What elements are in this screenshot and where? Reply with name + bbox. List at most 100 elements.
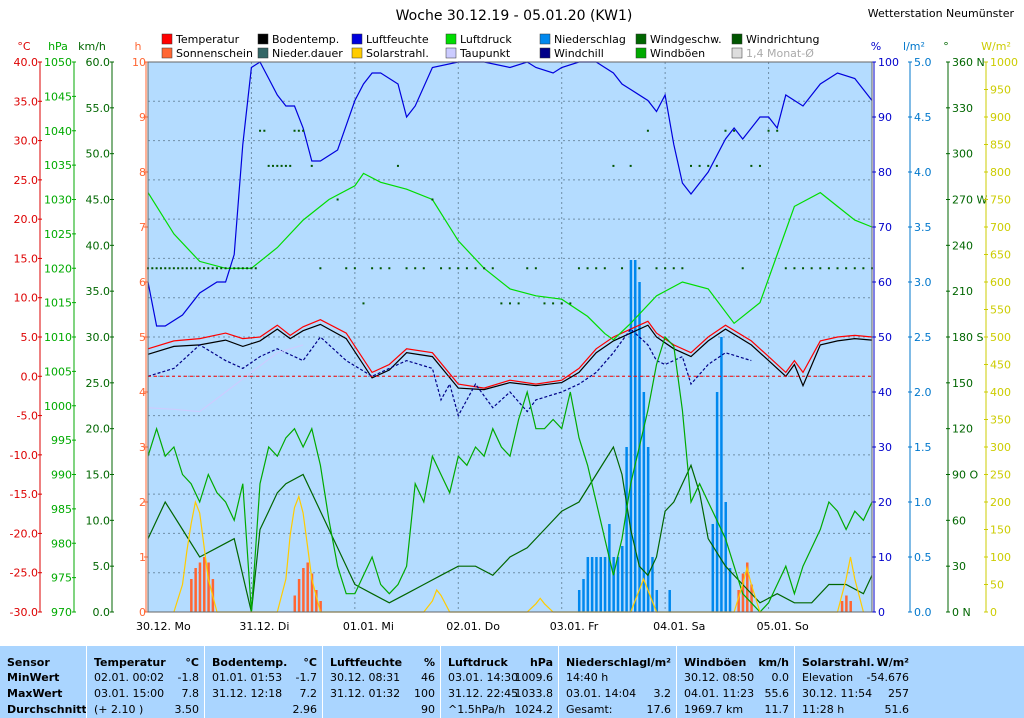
legend-swatch <box>445 33 457 45</box>
wind-direction-point <box>405 267 408 270</box>
legend-swatch <box>731 47 743 59</box>
stats-cell-label: Gesamt: <box>566 703 613 716</box>
axis-tick-label-6: 240 <box>952 239 973 252</box>
wind-direction-point <box>289 164 292 167</box>
bar-niederschlag <box>655 590 659 612</box>
wind-direction-point <box>509 302 511 305</box>
stats-cell-value: 2.96 <box>292 703 318 716</box>
axis-tick-label-7: 700 <box>990 221 1011 234</box>
wind-direction-point <box>724 129 727 132</box>
stats-cell-label: 01.01. 01:53 <box>212 671 283 684</box>
wind-direction-point <box>250 267 253 270</box>
legend-swatch <box>161 47 173 59</box>
legend-swatch <box>635 33 647 45</box>
bar-sonnenschein <box>737 590 740 612</box>
row-label-max: MaxWert <box>7 687 63 700</box>
wind-direction-point <box>733 129 736 132</box>
wind-direction-point <box>836 267 839 270</box>
bar-sonnenschein <box>198 562 202 612</box>
wind-direction-point <box>638 267 641 270</box>
axis-tick-label-7: 200 <box>990 496 1011 509</box>
wind-direction-point <box>595 267 598 270</box>
row-label-min: MinWert <box>7 671 60 684</box>
axis-tick-label-7: 350 <box>990 414 1011 427</box>
axis-tick-label-7: 550 <box>990 304 1011 317</box>
stats-cell-label: 31.12. 22:45 <box>448 687 519 700</box>
axis-tick-label-2: 40.0 <box>86 239 111 252</box>
wind-direction-point <box>500 302 503 305</box>
axis-tick-label-2: 0.0 <box>93 606 111 619</box>
axis-tick-label-3: 8 <box>139 166 146 179</box>
bar-sonnenschein <box>319 601 322 612</box>
axis-tick-label-1: 975 <box>51 572 72 585</box>
axis-tick-label-3: 9 <box>139 111 146 124</box>
axis-tick-label-4: 0 <box>878 606 885 619</box>
axis-tick-label-3: 1 <box>139 551 146 564</box>
wind-direction-point <box>371 267 374 270</box>
axis-tick-label-2: 35.0 <box>86 285 111 298</box>
wind-direction-point <box>379 267 382 270</box>
axis-tick-label-0: -5.0 <box>17 410 38 423</box>
axes: °C-30.0-25.0-20.0-15.0-10.0-5.00.05.010.… <box>10 40 1018 619</box>
wind-direction-point <box>586 267 589 270</box>
wind-direction-point <box>560 302 563 305</box>
axis-tick-label-6: 90 O <box>952 469 978 482</box>
axis-tick-label-1: 1020 <box>44 262 72 275</box>
wind-direction-point <box>215 267 218 270</box>
axis-tick-label-0: 15.0 <box>14 252 39 265</box>
axis-tick-label-6: 60 <box>952 514 966 527</box>
bar-sonnenschein <box>845 595 848 612</box>
x-axis-label: 02.01. Do <box>446 620 500 633</box>
wind-direction-point <box>190 267 193 270</box>
axis-tick-label-7: 0 <box>990 606 997 619</box>
legend-label: Windrichtung <box>746 33 819 46</box>
legend-swatch <box>539 47 551 59</box>
sensor-header: Sensor <box>7 656 50 669</box>
axis-tick-label-1: 995 <box>51 434 72 447</box>
axis-tick-label-7: 600 <box>990 276 1011 289</box>
bar-sonnenschein <box>746 562 749 612</box>
axis-tick-label-4: 40 <box>878 386 892 399</box>
statistics-table: Sensor MinWert MaxWert Durchschnitt Temp… <box>0 646 1024 718</box>
axis-tick-label-3: 2 <box>139 496 146 509</box>
wind-direction-point <box>233 267 236 270</box>
wind-direction-point <box>168 267 171 270</box>
stats-cell-value: 11.7 <box>764 703 790 716</box>
wind-direction-point <box>552 302 555 305</box>
axis-tick-label-4: 90 <box>878 111 892 124</box>
axis-tick-label-7: 1000 <box>990 56 1018 69</box>
axis-unit-0: °C <box>17 40 31 53</box>
stats-panel-title: Temperatur <box>94 656 166 669</box>
axis-unit-4: % <box>871 40 881 53</box>
wind-direction-point <box>698 164 701 167</box>
stats-row-labels: Sensor MinWert MaxWert Durchschnitt <box>0 646 87 718</box>
axis-tick-label-6: 120 <box>952 423 973 436</box>
wind-direction-point <box>177 267 180 270</box>
wind-direction-point <box>319 267 322 270</box>
wind-direction-point <box>207 267 210 270</box>
axis-tick-label-5: 5.0 <box>914 56 932 69</box>
axis-tick-label-1: 1015 <box>44 297 72 310</box>
axis-tick-label-4: 60 <box>878 276 892 289</box>
axis-tick-label-5: 3.5 <box>914 221 932 234</box>
wind-direction-point <box>629 164 632 167</box>
stats-cell-value: 3.50 <box>174 703 200 716</box>
wind-direction-point <box>194 267 197 270</box>
axis-tick-label-2: 30.0 <box>86 331 111 344</box>
bar-sonnenschein <box>293 595 297 612</box>
wind-direction-point <box>159 267 162 270</box>
bar-niederschlag <box>668 590 671 612</box>
axis-tick-label-5: 1.0 <box>914 496 932 509</box>
wind-direction-point <box>151 267 154 270</box>
axis-tick-label-5: 3.0 <box>914 276 932 289</box>
bar-niederschlag <box>582 579 585 612</box>
axis-tick-label-7: 150 <box>990 524 1011 537</box>
stats-panel-unit: % <box>423 656 435 669</box>
series-line-luftfeuchte <box>147 61 873 327</box>
stats-cell-value: 90 <box>421 703 435 716</box>
axis-unit-3: h <box>135 40 142 53</box>
stats-cell-value: 100 <box>414 687 435 700</box>
axis-tick-label-6: 360 N <box>952 56 985 69</box>
axis-tick-label-2: 55.0 <box>86 102 111 115</box>
legend-label: Windgeschw. <box>650 33 722 46</box>
